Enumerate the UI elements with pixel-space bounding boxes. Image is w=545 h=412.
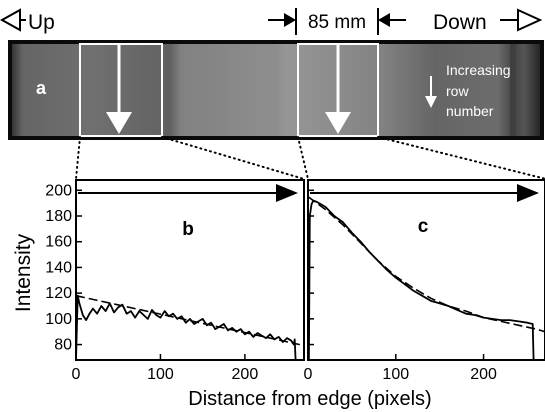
fit-line — [307, 196, 545, 333]
y-tick-label: 140 — [45, 259, 72, 276]
y-axis-label: Intensity — [12, 233, 35, 312]
up-arrow — [0, 8, 26, 32]
chart-c: c 0 100 200 — [304, 179, 545, 383]
row-direction-arrow — [425, 76, 437, 108]
down-label: Down — [433, 11, 487, 34]
direction-arrow-head — [517, 184, 539, 202]
direction-arrow-head — [276, 184, 298, 202]
y-tick-label: 180 — [45, 208, 72, 225]
panel-label: b — [182, 219, 194, 240]
fit-line — [75, 294, 300, 346]
up-label: Up — [28, 11, 55, 34]
row-annotation-line2: row — [446, 83, 469, 99]
x-tick-label: 100 — [147, 366, 174, 383]
selection-box-right — [297, 43, 379, 137]
panel-label: c — [418, 216, 429, 237]
x-tick-label: 200 — [232, 366, 259, 383]
x-axis-label: Distance from edge (pixels) — [188, 388, 431, 410]
x-tick-label: 0 — [72, 366, 81, 383]
row-annotation-line3: number — [446, 103, 494, 119]
panel-label-a: a — [36, 78, 47, 98]
y-tick-label: 120 — [45, 285, 72, 302]
down-arrow — [500, 8, 543, 32]
x-tick-label: 100 — [382, 366, 409, 383]
x-tick-label: 0 — [304, 366, 313, 383]
intensity-curve — [75, 294, 297, 361]
zoom-lines — [75, 136, 545, 180]
y-tick-label: 200 — [45, 182, 72, 199]
plot-frame — [75, 179, 305, 361]
strip-image — [8, 40, 544, 140]
selection-box-left — [79, 43, 163, 137]
row-annotation-line1: Increasing — [446, 62, 511, 78]
intensity-curve — [308, 199, 535, 361]
chart-b: b 0 100 200 80 100 120 140 160 180 200 — [45, 179, 305, 383]
x-tick-label: 200 — [470, 366, 497, 383]
width-label: 85 mm — [308, 12, 366, 33]
plot-frame — [307, 179, 545, 361]
y-tick-label: 160 — [45, 234, 72, 251]
dimension-marker — [268, 8, 406, 35]
y-tick-label: 100 — [45, 311, 72, 328]
y-tick-label: 80 — [54, 337, 72, 354]
